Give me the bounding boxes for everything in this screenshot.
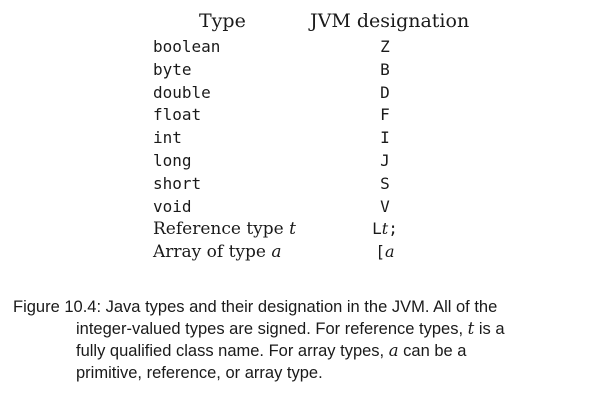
caption-text: can be a	[398, 342, 467, 360]
table-row: double D	[0, 83, 589, 106]
header-type: Type	[199, 10, 246, 32]
jvm-type-table: Type JVM designation boolean Z byte B do…	[0, 10, 589, 265]
caption-variable: t	[467, 319, 475, 338]
type-designation: Lt;	[350, 219, 420, 238]
type-name: void	[153, 197, 192, 216]
designation-variable: t	[381, 219, 389, 238]
table-row: Reference type t Lt;	[0, 219, 589, 242]
caption-line: fully qualified class name. For array ty…	[13, 340, 579, 362]
type-variable: t	[289, 219, 296, 239]
caption-text: fully qualified class name. For array ty…	[76, 342, 389, 360]
type-designation: Z	[380, 37, 390, 56]
type-designation: F	[380, 105, 390, 124]
type-designation: S	[380, 174, 390, 193]
type-name: Array of type a	[153, 242, 282, 262]
table-row: Array of type a [a	[0, 242, 589, 265]
table-row: int I	[0, 128, 589, 151]
header-jvm-designation: JVM designation	[310, 10, 470, 32]
caption-line: integer-valued types are signed. For ref…	[13, 318, 579, 340]
table-row: long J	[0, 151, 589, 174]
type-designation: D	[380, 83, 390, 102]
type-name: short	[153, 174, 202, 193]
caption-variable: a	[388, 341, 399, 360]
type-variable: a	[271, 242, 282, 262]
designation-prefix: [	[375, 242, 386, 261]
caption-text: is a	[474, 320, 505, 338]
type-name: float	[153, 105, 202, 124]
table-row: void V	[0, 197, 589, 220]
caption-line: Figure 10.4: Java types and their design…	[13, 298, 498, 316]
table-row: short S	[0, 174, 589, 197]
type-designation: [a	[350, 242, 420, 261]
caption-text: integer-valued types are signed. For ref…	[76, 320, 468, 338]
designation-suffix: ;	[388, 219, 398, 238]
type-designation: B	[380, 60, 390, 79]
type-name-text: Array of type	[153, 242, 272, 262]
designation-variable: a	[385, 242, 395, 261]
type-designation: J	[380, 151, 390, 170]
type-name-text: Reference type	[153, 219, 290, 239]
table-row: boolean Z	[0, 37, 589, 60]
table-row: byte B	[0, 60, 589, 83]
type-name: long	[153, 151, 192, 170]
type-name: double	[153, 83, 211, 102]
type-name: byte	[153, 60, 192, 79]
table-row: float F	[0, 105, 589, 128]
type-name: Reference type t	[153, 219, 296, 239]
designation-prefix: L	[372, 219, 382, 238]
type-designation: V	[380, 197, 390, 216]
type-name: boolean	[153, 37, 221, 56]
type-name: int	[153, 128, 182, 147]
type-designation: I	[380, 128, 390, 147]
caption-line: primitive, reference, or array type.	[76, 364, 323, 382]
figure-caption: Figure 10.4: Java types and their design…	[13, 296, 579, 384]
